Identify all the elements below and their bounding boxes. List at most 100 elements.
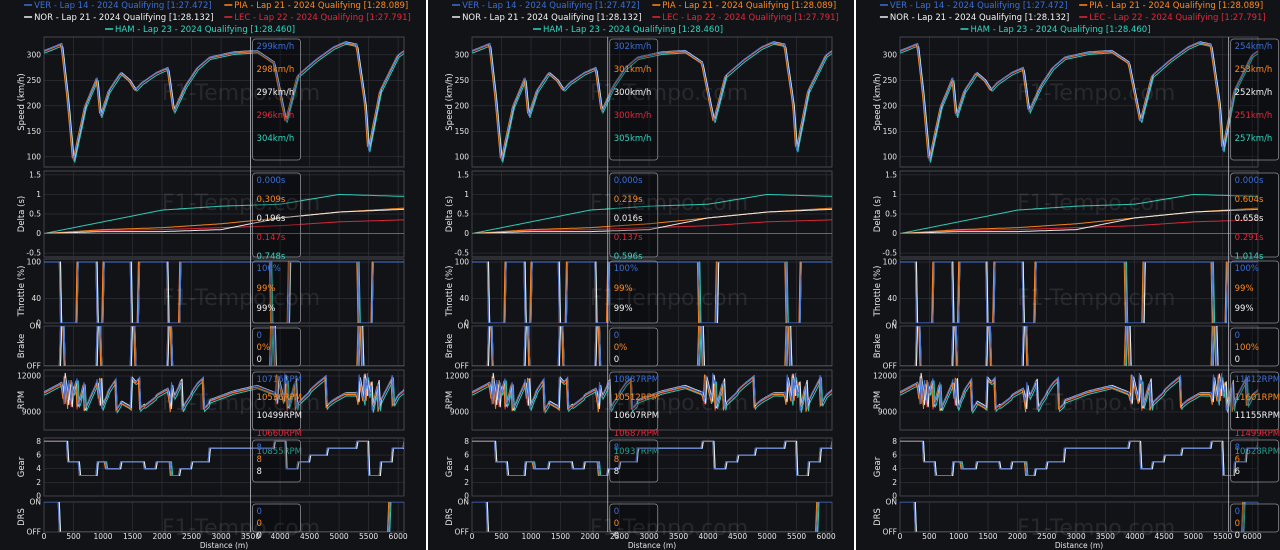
- series-group: [44, 372, 404, 414]
- series-line-ham: [44, 194, 404, 234]
- tooltip-brake: 0 100% 0: [1230, 327, 1280, 367]
- x-tick-label: 4500: [728, 532, 747, 541]
- tooltip-value: 10687RPM: [614, 429, 659, 439]
- y-tick-label: 300: [455, 50, 470, 59]
- x-tick-label: 3500: [241, 532, 260, 541]
- tooltip-box: [252, 503, 301, 533]
- tooltip-value: 0.596s: [614, 252, 643, 262]
- x-tick-label: 3500: [1096, 532, 1115, 541]
- series-line-ham: [900, 376, 1258, 415]
- subplot-brake: ON OFF Brake: [17, 322, 405, 371]
- tooltip-value: 0.000s: [1235, 176, 1264, 186]
- tooltip-rpm: 11412RPM 11601RPM 11155RPM 11499RPM 10628RPM: [1230, 371, 1280, 457]
- legend-item-ver[interactable]: VER - Lap 14 - 2024 Qualifying [1:27.472…: [879, 1, 1068, 11]
- series-group: [472, 194, 832, 234]
- x-tick-label: 5000: [330, 532, 349, 541]
- tooltip-value: 0.309s: [257, 195, 286, 205]
- tooltip-box: [609, 503, 659, 533]
- tooltip-throttle: 100% 99% 99%: [609, 260, 659, 324]
- x-tick-label: 2500: [610, 532, 629, 541]
- tooltip-gear: 8 6 6: [1230, 439, 1280, 483]
- tooltip-value: 253km/h: [1235, 65, 1273, 75]
- x-tick-label: 6000: [817, 532, 836, 541]
- tooltip-value: 251km/h: [1235, 111, 1273, 121]
- x-tick-label: 500: [66, 532, 81, 541]
- legend-item-pia[interactable]: PIA - Lap 21 - 2024 Qualifying [1:28.089…: [652, 1, 836, 11]
- legend-item-ham[interactable]: HAM - Lap 23 - 2024 Qualifying [1:28.460…: [533, 25, 723, 35]
- subplot-delta: 1.5 1 0.5 0 -0.5 Delta (s): [17, 170, 405, 258]
- tooltip-delta: 0.000s 0.219s 0.016s 0.137s 0.596s: [609, 172, 659, 262]
- y-tick-label: 9000: [878, 408, 897, 417]
- tooltip-box: [1230, 327, 1280, 367]
- tooltip-value: 299km/h: [257, 42, 295, 52]
- tooltip-delta: 0.000s 0.309s 0.196s 0.147s 0.748s: [252, 172, 301, 262]
- y-tick-label: 2: [36, 478, 41, 487]
- legend-item-ham[interactable]: HAM - Lap 23 - 2024 Qualifying [1:28.460…: [960, 25, 1151, 35]
- legend-item-nor[interactable]: NOR - Lap 21 - 2024 Qualifying [1:28.132…: [452, 13, 642, 23]
- subplot-gear: 8 6 4 2 0 Gear: [17, 437, 405, 501]
- tooltip-value: 0.147s: [257, 233, 286, 243]
- legend-item-ver[interactable]: VER - Lap 14 - 2024 Qualifying [1:27.472…: [452, 1, 640, 11]
- series-line-ver: [900, 372, 1258, 411]
- y-tick-label: 100: [455, 152, 470, 161]
- tooltip-brake: 0 0% 0: [609, 327, 659, 367]
- y-axis-label: Speed (km/h): [873, 73, 883, 130]
- subplot-throttle: 100 40 0 Throttle (%): [873, 258, 1259, 328]
- legend[interactable]: VER - Lap 14 - 2024 Qualifying [1:27.472…: [879, 1, 1266, 35]
- y-tick-label: 12000: [17, 372, 41, 381]
- y-axis-label: RPM: [445, 391, 455, 409]
- legend-item-pia[interactable]: PIA - Lap 21 - 2024 Qualifying [1:28.089…: [1079, 1, 1263, 11]
- y-tick-label: 100: [455, 258, 470, 267]
- y-tick-label: ON: [885, 498, 897, 507]
- legend-label: VER - Lap 14 - 2024 Qualifying [1:27.472…: [890, 1, 1068, 11]
- legend[interactable]: VER - Lap 14 - 2024 Qualifying [1:27.472…: [452, 1, 839, 35]
- legend-item-ham[interactable]: HAM - Lap 23 - 2024 Qualifying [1:28.460…: [105, 25, 295, 35]
- panel-3: VER - Lap 14 - 2024 Qualifying [1:27.472…: [856, 0, 1280, 550]
- panel-2: VER - Lap 14 - 2024 Qualifying [1:27.472…: [428, 0, 854, 550]
- subplot-gear: 8 6 4 2 0 Gear: [445, 437, 833, 501]
- x-tick-label: 6000: [389, 532, 408, 541]
- y-tick-label: 1: [892, 190, 897, 199]
- tooltip-speed: 299km/h 298km/h 297km/h 296km/h 304km/h: [252, 38, 301, 161]
- legend-label: PIA - Lap 21 - 2024 Qualifying [1:28.089…: [234, 1, 408, 11]
- series-group: [900, 372, 1258, 415]
- x-tick-label: 2000: [1008, 532, 1027, 541]
- y-axis-label: RPM: [17, 391, 27, 409]
- legend-item-lec[interactable]: LEC - Lap 22 - 2024 Qualifying [1:27.791…: [224, 13, 411, 23]
- y-tick-label: 1.5: [29, 170, 41, 179]
- tooltip-box: [252, 38, 301, 161]
- tooltip-value: 0.219s: [614, 195, 643, 205]
- x-tick-label: 4000: [699, 532, 718, 541]
- subplot-drs: ON OFF DRS: [873, 498, 1259, 537]
- y-tick-label: 6: [464, 451, 469, 460]
- watermark: F1-Tempo.com: [590, 191, 748, 216]
- x-tick-label: 2500: [1037, 532, 1056, 541]
- y-tick-label: ON: [885, 322, 897, 331]
- x-tick-label: 500: [922, 532, 937, 541]
- watermark: F1-Tempo.com: [1017, 516, 1175, 541]
- legend-item-lec[interactable]: LEC - Lap 22 - 2024 Qualifying [1:27.791…: [652, 13, 839, 23]
- x-tick-label: 1500: [123, 532, 142, 541]
- legend-item-ver[interactable]: VER - Lap 14 - 2024 Qualifying [1:27.472…: [24, 1, 212, 11]
- y-tick-label: 250: [883, 76, 898, 85]
- legend-item-nor[interactable]: NOR - Lap 21 - 2024 Qualifying [1:28.132…: [24, 13, 214, 23]
- tooltip-value: 0.000s: [614, 176, 643, 186]
- series-line-ham: [900, 43, 1258, 163]
- x-axis-label: Distance (m): [628, 541, 676, 550]
- watermark: F1-Tempo.com: [590, 391, 748, 416]
- tooltip-value: 0: [1235, 331, 1240, 341]
- y-axis-label: Throttle (%): [445, 266, 455, 318]
- x-tick-label: 3500: [669, 532, 688, 541]
- tooltip-rpm: 10716RPM 10536RPM 10499RPM 10660RPM 10855RPM: [252, 371, 302, 457]
- y-axis-label: DRS: [445, 508, 455, 526]
- subplot-gear: 8 6 4 2 0 Gear: [873, 437, 1259, 501]
- y-tick-label: 300: [27, 50, 42, 59]
- tooltip-value: 254km/h: [1235, 42, 1273, 52]
- tooltip-value: 8: [257, 455, 262, 465]
- legend-item-nor[interactable]: NOR - Lap 21 - 2024 Qualifying [1:28.132…: [879, 13, 1069, 23]
- legend[interactable]: VER - Lap 14 - 2024 Qualifying [1:27.472…: [24, 1, 411, 35]
- legend-item-lec[interactable]: LEC - Lap 22 - 2024 Qualifying [1:27.791…: [1079, 13, 1266, 23]
- y-tick-label: 40: [31, 294, 41, 303]
- subplot-speed: 300 250 200 150 100 Speed (km/h): [17, 36, 405, 168]
- legend-item-pia[interactable]: PIA - Lap 21 - 2024 Qualifying [1:28.089…: [224, 1, 408, 11]
